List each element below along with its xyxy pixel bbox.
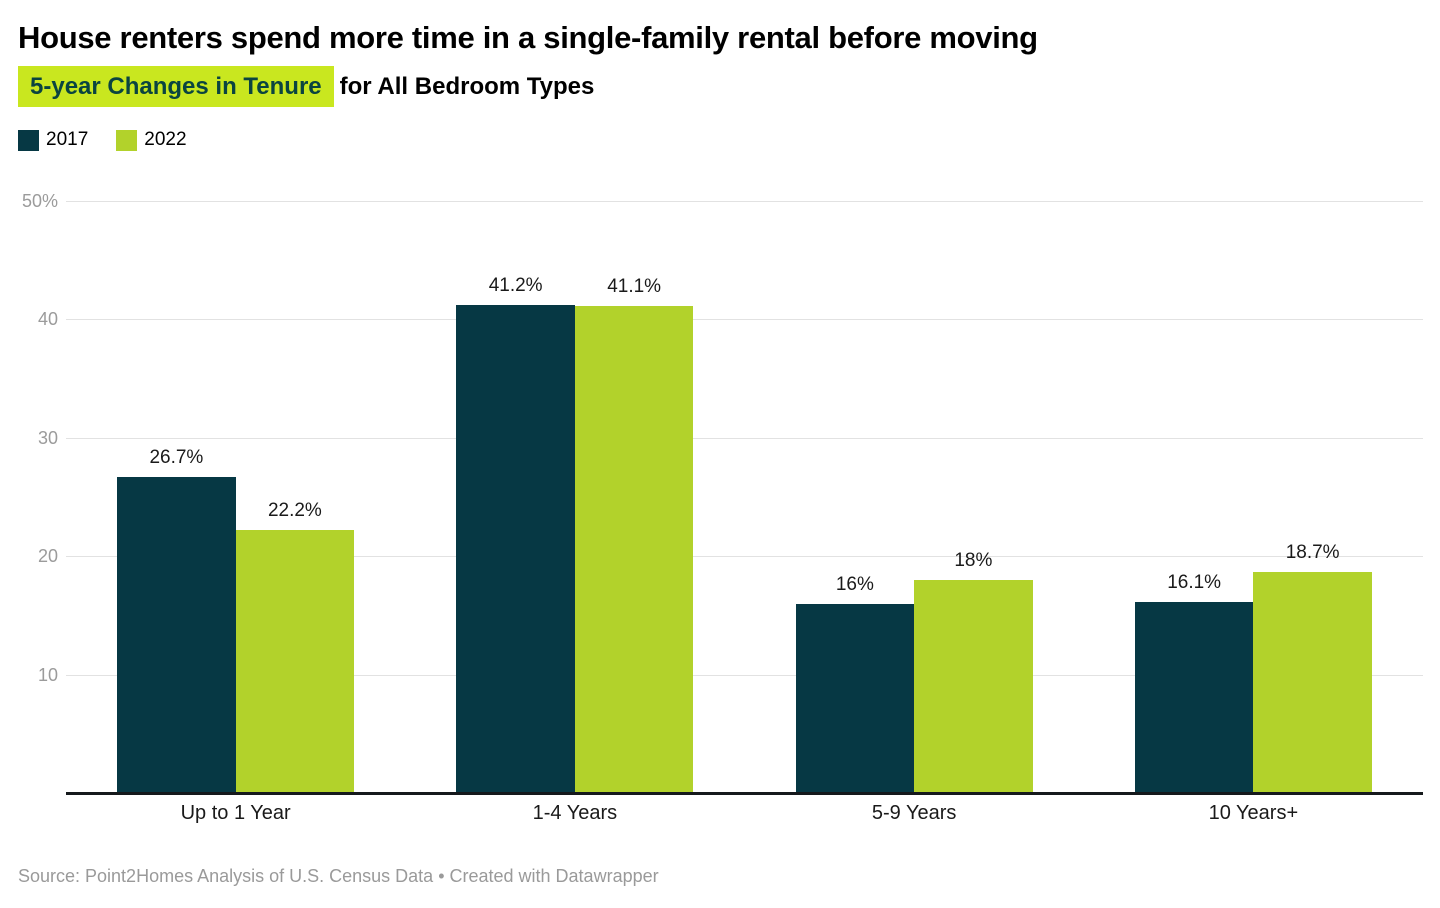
value-label-2022-1-4-years: 41.1%	[607, 276, 662, 298]
bar-2017-5-9-years[interactable]	[795, 603, 915, 793]
gridline-10	[66, 674, 1423, 676]
legend-item-2017: 2017	[18, 129, 88, 151]
value-label-2022-up-to-1-year: 22.2%	[267, 500, 322, 522]
x-axis-category-label-10-years-: 10 Years+	[1208, 802, 1299, 824]
legend-label-2022: 2022	[144, 129, 187, 150]
subtitle-highlight: 5-year Changes in Tenure	[18, 66, 334, 107]
chart-subtitle: 5-year Changes in Tenure for All Bedroom …	[18, 66, 594, 107]
x-axis-category-label-up-to-1-year: Up to 1 Year	[180, 802, 291, 824]
bar-2022-1-4-years[interactable]	[574, 306, 694, 793]
x-axis-line	[66, 792, 1423, 795]
value-label-2022-5-9-years: 18%	[954, 549, 993, 571]
bar-2022-5-9-years[interactable]	[914, 579, 1033, 793]
y-axis-tick-label-10: 10	[37, 664, 58, 685]
legend-swatch-2017	[18, 129, 39, 151]
value-label-2017-up-to-1-year: 26.7%	[149, 446, 204, 468]
plot-area: 10 20 30 40 50% 26.7% 22.2% Up to 1 Year 41.2% 41…	[22, 191, 1423, 824]
source-attribution: Source: Point2Homes Analysis of U.S. Cen…	[18, 866, 659, 886]
gridline-50	[66, 201, 1423, 202]
legend-item-2022: 2022	[116, 129, 187, 151]
x-axis-category-label-5-9-years: 5-9 Years	[871, 802, 957, 824]
chart-title: House renters spend more time in a singl…	[18, 20, 1038, 55]
value-label-2017-1-4-years: 41.2%	[488, 275, 543, 297]
y-axis-tick-label-20: 20	[37, 546, 58, 567]
subtitle-rest: for All Bedroom Types	[339, 73, 595, 100]
legend-label-2017: 2017	[46, 129, 89, 150]
bar-2022-up-to-1-year[interactable]	[235, 530, 355, 793]
bar-2017-up-to-1-year[interactable]	[117, 476, 236, 793]
y-axis-tick-label-50: 50%	[21, 191, 58, 211]
x-axis-category-label-1-4-years: 1-4 Years	[532, 802, 618, 824]
chart-legend: 2017 2022	[18, 129, 187, 151]
bar-2017-1-4-years[interactable]	[456, 305, 575, 793]
bar-2017-10-years-[interactable]	[1134, 602, 1254, 793]
legend-swatch-2022	[116, 129, 138, 151]
gridline-20	[66, 556, 1423, 558]
value-label-2017-10-years-: 16.1%	[1167, 572, 1222, 594]
gridline-40	[66, 319, 1423, 321]
bar-2022-10-years-[interactable]	[1253, 571, 1372, 793]
y-axis-tick-label-30: 30	[37, 427, 58, 448]
gridline-30	[66, 437, 1423, 439]
value-label-2022-10-years-: 18.7%	[1285, 541, 1340, 563]
y-axis-tick-label-40: 40	[37, 309, 58, 330]
value-label-2017-5-9-years: 16%	[835, 573, 874, 595]
